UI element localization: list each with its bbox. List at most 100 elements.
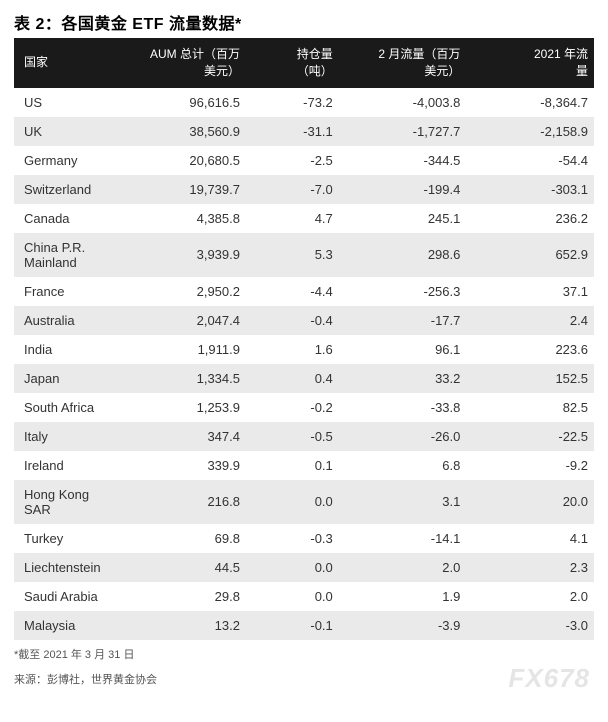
cell-ytdflow: -8,364.7 (466, 88, 594, 117)
cell-ytdflow: -9.2 (466, 451, 594, 480)
cell-country: Japan (14, 364, 118, 393)
cell-holdings: -4.4 (246, 277, 339, 306)
cell-febflow: 1.9 (339, 582, 467, 611)
cell-holdings: -73.2 (246, 88, 339, 117)
table-row: Italy347.4-0.5-26.0-22.5 (14, 422, 594, 451)
cell-febflow: 2.0 (339, 553, 467, 582)
cell-ytdflow: 236.2 (466, 204, 594, 233)
table-row: UK38,560.9-31.1-1,727.7-2,158.9 (14, 117, 594, 146)
cell-holdings: -31.1 (246, 117, 339, 146)
cell-country: China P.R.Mainland (14, 233, 118, 277)
cell-ytdflow: 37.1 (466, 277, 594, 306)
cell-holdings: -0.3 (246, 524, 339, 553)
cell-aum: 2,950.2 (118, 277, 246, 306)
document-container: 表 2：各国黄金 ETF 流量数据* 国家 AUM 总计（百万美元） 持仓量（吨… (0, 0, 608, 701)
cell-febflow: 6.8 (339, 451, 467, 480)
cell-holdings: 1.6 (246, 335, 339, 364)
cell-ytdflow: -54.4 (466, 146, 594, 175)
cell-holdings: 0.0 (246, 553, 339, 582)
cell-febflow: -17.7 (339, 306, 467, 335)
cell-febflow: -256.3 (339, 277, 467, 306)
cell-aum: 3,939.9 (118, 233, 246, 277)
cell-febflow: -344.5 (339, 146, 467, 175)
table-row: Australia2,047.4-0.4-17.72.4 (14, 306, 594, 335)
cell-holdings: -0.4 (246, 306, 339, 335)
cell-aum: 1,911.9 (118, 335, 246, 364)
table-row: China P.R.Mainland3,939.95.3298.6652.9 (14, 233, 594, 277)
cell-holdings: -2.5 (246, 146, 339, 175)
cell-holdings: -0.1 (246, 611, 339, 640)
cell-holdings: 0.4 (246, 364, 339, 393)
cell-country: Liechtenstein (14, 553, 118, 582)
cell-country: US (14, 88, 118, 117)
cell-ytdflow: 2.4 (466, 306, 594, 335)
table-row: India1,911.91.696.1223.6 (14, 335, 594, 364)
table-body: US96,616.5-73.2-4,003.8-8,364.7UK38,560.… (14, 88, 594, 640)
cell-aum: 4,385.8 (118, 204, 246, 233)
cell-aum: 13.2 (118, 611, 246, 640)
cell-country: Canada (14, 204, 118, 233)
table-row: France2,950.2-4.4-256.337.1 (14, 277, 594, 306)
header-febflow: 2 月流量（百万美元） (339, 38, 467, 88)
cell-febflow: -33.8 (339, 393, 467, 422)
cell-aum: 2,047.4 (118, 306, 246, 335)
table-row: US96,616.5-73.2-4,003.8-8,364.7 (14, 88, 594, 117)
cell-ytdflow: 20.0 (466, 480, 594, 524)
cell-febflow: 3.1 (339, 480, 467, 524)
cell-aum: 69.8 (118, 524, 246, 553)
table-row: Germany20,680.5-2.5-344.5-54.4 (14, 146, 594, 175)
cell-country: Saudi Arabia (14, 582, 118, 611)
cell-country: India (14, 335, 118, 364)
cell-country: Germany (14, 146, 118, 175)
header-ytdflow: 2021 年流量 (466, 38, 594, 88)
cell-aum: 29.8 (118, 582, 246, 611)
cell-aum: 347.4 (118, 422, 246, 451)
table-row: South Africa1,253.9-0.2-33.882.5 (14, 393, 594, 422)
cell-febflow: -14.1 (339, 524, 467, 553)
cell-febflow: -199.4 (339, 175, 467, 204)
header-country: 国家 (14, 38, 118, 88)
cell-aum: 44.5 (118, 553, 246, 582)
cell-holdings: 5.3 (246, 233, 339, 277)
cell-febflow: -26.0 (339, 422, 467, 451)
cell-ytdflow: 652.9 (466, 233, 594, 277)
cell-ytdflow: 152.5 (466, 364, 594, 393)
cell-aum: 1,253.9 (118, 393, 246, 422)
cell-aum: 1,334.5 (118, 364, 246, 393)
cell-febflow: 96.1 (339, 335, 467, 364)
table-header: 国家 AUM 总计（百万美元） 持仓量（吨） 2 月流量（百万美元） 2021 … (14, 38, 594, 88)
cell-febflow: -4,003.8 (339, 88, 467, 117)
cell-holdings: 4.7 (246, 204, 339, 233)
table-title: 表 2：各国黄金 ETF 流量数据* (14, 10, 594, 34)
cell-aum: 96,616.5 (118, 88, 246, 117)
table-row: Turkey69.8-0.3-14.14.1 (14, 524, 594, 553)
footnote-date: *截至 2021 年 3 月 31 日 (14, 646, 594, 666)
cell-country: Ireland (14, 451, 118, 480)
table-row: Saudi Arabia29.80.01.92.0 (14, 582, 594, 611)
cell-ytdflow: 2.3 (466, 553, 594, 582)
gold-etf-table: 国家 AUM 总计（百万美元） 持仓量（吨） 2 月流量（百万美元） 2021 … (14, 38, 594, 640)
cell-country: Turkey (14, 524, 118, 553)
cell-holdings: 0.1 (246, 451, 339, 480)
table-row: Switzerland19,739.7-7.0-199.4-303.1 (14, 175, 594, 204)
table-row: Canada4,385.84.7245.1236.2 (14, 204, 594, 233)
cell-country: South Africa (14, 393, 118, 422)
cell-ytdflow: 82.5 (466, 393, 594, 422)
cell-country: Hong Kong SAR (14, 480, 118, 524)
cell-febflow: -3.9 (339, 611, 467, 640)
cell-holdings: -7.0 (246, 175, 339, 204)
footnote-source: 来源：彭博社，世界黄金协会 (14, 671, 594, 691)
cell-country: Malaysia (14, 611, 118, 640)
table-row: Japan1,334.50.433.2152.5 (14, 364, 594, 393)
table-row: Ireland339.90.16.8-9.2 (14, 451, 594, 480)
cell-country: Australia (14, 306, 118, 335)
cell-ytdflow: 4.1 (466, 524, 594, 553)
cell-ytdflow: 2.0 (466, 582, 594, 611)
table-row: Hong Kong SAR216.80.03.120.0 (14, 480, 594, 524)
cell-febflow: 245.1 (339, 204, 467, 233)
header-holdings: 持仓量（吨） (246, 38, 339, 88)
cell-ytdflow: 223.6 (466, 335, 594, 364)
cell-aum: 339.9 (118, 451, 246, 480)
cell-country: Switzerland (14, 175, 118, 204)
cell-country: Italy (14, 422, 118, 451)
